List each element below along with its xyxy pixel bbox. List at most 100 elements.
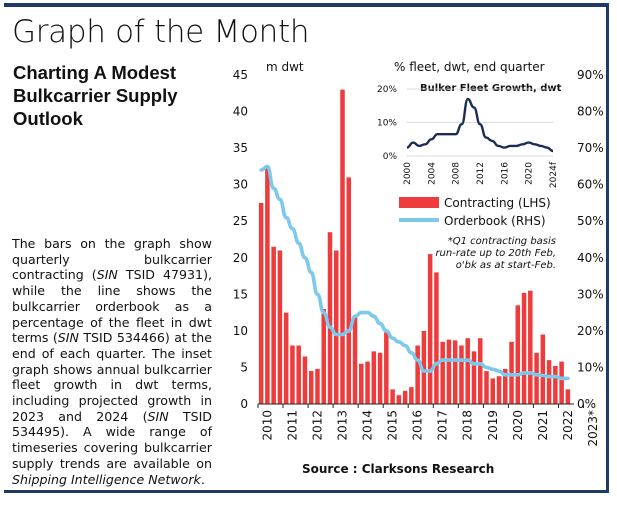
contracting-bar: [515, 305, 521, 404]
x-tick-label: 2022: [561, 410, 575, 441]
right-tick-label: 70%: [577, 141, 604, 155]
inset-x-tick-label: 2012: [476, 162, 486, 185]
right-tick-label: 20%: [577, 324, 604, 338]
left-tick-label: 40: [233, 105, 248, 119]
inset-y-tick-label: 0%: [383, 152, 398, 162]
inset-x-tick-label: 2000: [403, 162, 413, 185]
left-tick-label: 20: [233, 251, 248, 265]
contracting-bar: [415, 345, 420, 404]
orderbook-line: [259, 164, 570, 381]
inset-fleet-growth-line: [406, 97, 554, 153]
legend-bars-swatch: [399, 197, 439, 208]
contracting-bar: [484, 371, 489, 404]
contracting-bar: [471, 351, 477, 404]
contracting-bar: [496, 376, 502, 404]
contracting-bar: [390, 389, 395, 404]
contracting-bar: [446, 339, 452, 404]
contracting-bar: [321, 308, 326, 404]
contracting-bar: [521, 292, 527, 404]
contracting-bar: [427, 254, 433, 404]
contracting-bar: [509, 341, 514, 404]
inset-x-tick-label: 2020: [525, 162, 535, 185]
right-tick-label: 40%: [577, 251, 604, 265]
left-tick-label: 15: [233, 287, 248, 301]
contracting-bar: [440, 341, 445, 404]
contracting-bar: [277, 250, 283, 404]
contracting-bar: [334, 250, 339, 404]
contracting-bar: [302, 356, 308, 404]
inset-x-tick-label: 2004: [427, 162, 437, 185]
x-tick-label: 2018: [461, 410, 475, 441]
x-tick-label: 2019: [486, 410, 500, 441]
contracting-bar: [352, 316, 358, 404]
contracting-bar: [459, 345, 464, 404]
x-tick-label: 2020: [511, 410, 525, 441]
contracting-bar: [434, 272, 439, 404]
right-tick-label: 30%: [577, 287, 604, 301]
inset-title: Bulker Fleet Growth, dwt: [420, 83, 562, 94]
shipping-intelligence-link[interactable]: Shipping Intelligence Network: [12, 471, 201, 487]
contracting-bar: [553, 365, 558, 404]
contracting-bar: [346, 177, 352, 404]
contracting-bar: [271, 246, 276, 404]
contracting-bar: [265, 166, 270, 404]
footnote-line-1: *Q1 contracting basis: [448, 236, 556, 247]
contracting-bar: [546, 360, 552, 404]
right-tick-label: 0%: [577, 397, 596, 411]
x-tick-label: 2011: [285, 410, 299, 441]
contracting-bar: [421, 330, 427, 404]
contracting-bar: [559, 361, 564, 404]
contracting-bar: [340, 89, 345, 405]
right-axis-label: % fleet, dwt, end quarter: [394, 60, 545, 74]
x-tick-label: 2015: [386, 410, 400, 441]
source-credit: Source : Clarksons Research: [302, 462, 495, 476]
contracting-bar: [565, 389, 571, 404]
contracting-bar: [534, 352, 539, 404]
left-tick-label: 45: [233, 68, 248, 82]
contracting-bar: [402, 390, 408, 404]
contracting-bar: [371, 351, 377, 404]
legend-orderbook-label: Orderbook (RHS): [444, 214, 546, 228]
x-tick-label: 2010: [260, 410, 274, 441]
bottom-frame-bar: [4, 490, 609, 493]
contracting-bar: [477, 338, 483, 404]
contracting-bar: [540, 334, 546, 404]
article-body: The bars on the graph show quarterly bul…: [12, 236, 213, 487]
x-tick-label: 2014: [361, 410, 375, 441]
contracting-bar: [465, 338, 470, 404]
left-axis-label: m dwt: [266, 60, 304, 74]
inset-background: [370, 76, 568, 189]
left-tick-label: 5: [240, 360, 248, 374]
article-subtitle: Charting A Modest Bulkcarrier Supply Out…: [13, 62, 178, 129]
footnote-line-3: o'bk as at start-Feb.: [456, 260, 556, 271]
contracting-bar: [384, 332, 389, 404]
contracting-bar: [283, 312, 289, 404]
x-tick-label: 2017: [436, 410, 450, 441]
contracting-bar: [308, 371, 314, 404]
right-frame-bar: [606, 3, 609, 493]
contracting-bar: [258, 202, 264, 404]
footnote-line-2: run-rate up to 20th Feb,: [435, 248, 556, 259]
right-tick-label: 60%: [577, 178, 604, 192]
contracting-bar: [409, 387, 414, 404]
right-tick-label: 80%: [577, 105, 604, 119]
right-tick-label: 10%: [577, 360, 604, 374]
page-title: Graph of the Month: [12, 14, 310, 50]
top-frame-bar: [4, 3, 609, 7]
contracting-bar: [490, 378, 496, 404]
contracting-bar: [503, 368, 508, 404]
left-tick-label: 0: [240, 397, 248, 411]
x-tick-label: 2023*: [586, 410, 600, 447]
contracting-bar: [365, 361, 370, 404]
x-tick-label: 2021: [536, 410, 550, 441]
contracting-bar: [452, 340, 458, 404]
inset-x-tick-label: 2008: [452, 162, 462, 185]
left-tick-label: 10: [233, 324, 248, 338]
left-tick-label: 25: [233, 214, 248, 228]
contracting-bar: [296, 345, 301, 404]
contracting-bar: [290, 345, 295, 404]
contracting-bar: [377, 352, 383, 404]
contracting-bar: [528, 290, 533, 404]
x-tick-label: 2013: [336, 410, 350, 441]
